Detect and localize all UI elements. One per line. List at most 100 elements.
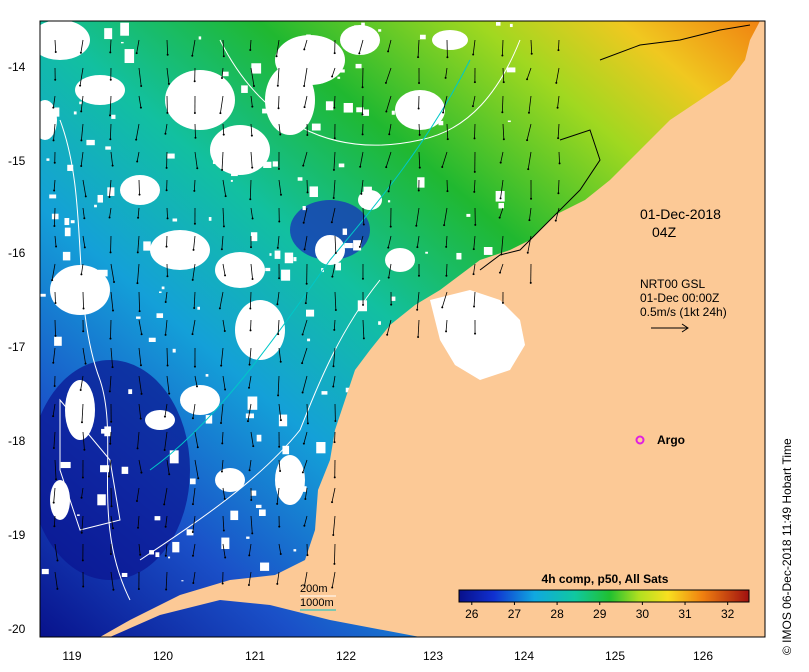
- current-vector: [82, 291, 84, 309]
- current-vector: [303, 67, 308, 87]
- current-vector-head: [139, 417, 142, 420]
- current-vector: [54, 459, 57, 480]
- current-vector: [248, 543, 252, 556]
- current-vector-head: [526, 251, 529, 254]
- cloud-pixel: [357, 300, 368, 312]
- cloud-pixel: [362, 109, 370, 116]
- cloud-pixel: [353, 240, 362, 251]
- current-vector-head: [82, 330, 85, 333]
- cloud-pixel: [250, 232, 258, 242]
- current-vector-head: [246, 420, 249, 423]
- current-vector-head: [251, 278, 254, 281]
- current-vector-head: [276, 84, 279, 87]
- current-vector: [165, 123, 168, 134]
- current-vector-head: [499, 161, 502, 164]
- current-vector-head: [276, 582, 279, 585]
- colorbar-tick-label: 28: [550, 607, 564, 621]
- cloud-patch: [385, 248, 415, 272]
- current-vector: [81, 515, 84, 533]
- current-vector: [415, 207, 420, 226]
- current-vector: [277, 319, 280, 335]
- current-vector: [472, 39, 476, 55]
- cloud-pixel: [309, 186, 318, 198]
- current-vector-head: [306, 554, 309, 557]
- cloud-pixel: [40, 293, 46, 297]
- cloud-pixel: [100, 465, 110, 473]
- current-vector: [80, 375, 84, 391]
- cloud-pixel: [189, 478, 196, 485]
- current-vector: [334, 543, 336, 564]
- current-vector: [303, 207, 308, 223]
- cloud-pixel: [111, 114, 116, 119]
- current-vector-head: [360, 192, 363, 195]
- current-vector: [51, 263, 56, 281]
- cloud-pixel: [205, 415, 213, 424]
- current-vector-head: [332, 533, 335, 536]
- cloud-pixel: [67, 164, 74, 171]
- current-vector: [138, 375, 142, 394]
- current-vector: [248, 375, 252, 388]
- cloud-pixel: [252, 328, 255, 332]
- credit-text: © IMOS 06-Dec-2018 11:49 Hobart Time: [780, 438, 794, 655]
- cloud-pixel: [62, 251, 71, 261]
- cloud-pixel: [419, 34, 426, 40]
- current-vector-head: [165, 166, 168, 169]
- current-vector: [557, 123, 560, 139]
- current-vector: [82, 179, 87, 197]
- current-vector: [304, 571, 308, 586]
- current-vector: [302, 459, 308, 473]
- current-vector: [362, 319, 365, 339]
- current-vector-head: [556, 106, 559, 109]
- current-vector: [248, 571, 252, 586]
- cloud-pixel: [322, 251, 328, 257]
- current-vector: [250, 263, 253, 280]
- cloud-pixel: [155, 552, 160, 558]
- current-vector: [278, 403, 282, 421]
- timestamp-date: 01-Dec-2018: [640, 206, 721, 222]
- current-vector-head: [109, 51, 112, 54]
- current-vector-head: [277, 394, 280, 397]
- current-vector: [555, 207, 560, 221]
- current-vector-head: [54, 302, 57, 305]
- x-tick-label: 125: [605, 649, 625, 663]
- current-vector: [555, 67, 560, 83]
- current-vector-head: [303, 584, 306, 587]
- cloud-pixel: [256, 434, 262, 442]
- current-vector-head: [165, 189, 168, 192]
- cloud-pixel: [120, 22, 129, 36]
- current-vector-head: [530, 52, 533, 55]
- cloud-pixel: [506, 67, 516, 73]
- cloud-pixel: [284, 252, 294, 264]
- current-vector: [278, 459, 281, 472]
- current-vector-head: [361, 277, 364, 280]
- current-vector-head: [56, 559, 59, 562]
- cloud-pixel: [456, 252, 462, 260]
- current-vector-head: [445, 330, 448, 333]
- current-vector-head: [135, 499, 138, 502]
- cloud-pixel: [246, 536, 250, 539]
- cloud-pixel: [275, 335, 279, 338]
- current-vector-head: [302, 221, 305, 224]
- current-vector-head: [333, 52, 336, 55]
- current-vector-head: [140, 85, 143, 88]
- current-vector: [194, 459, 199, 479]
- current-vector-head: [278, 277, 281, 280]
- current-vector-head: [192, 582, 195, 585]
- cloud-pixel: [230, 510, 239, 521]
- current-vector-head: [193, 80, 196, 83]
- cloud-pixel: [495, 22, 501, 26]
- y-axis: -14 -15 -16 -17 -18 -19 -20: [8, 60, 26, 636]
- x-tick-label: 126: [693, 649, 713, 663]
- cloud-pixel: [245, 413, 254, 419]
- current-vector-head: [54, 78, 57, 81]
- current-vector: [165, 571, 168, 590]
- current-vector: [278, 347, 282, 362]
- cloud-pixel: [307, 338, 311, 342]
- current-vector-head: [333, 328, 336, 331]
- cloud-pixel: [378, 321, 381, 325]
- current-vector: [442, 95, 448, 113]
- current-vector: [222, 375, 226, 390]
- current-vector-head: [303, 106, 306, 109]
- current-vector-head: [166, 217, 169, 220]
- current-vector-head: [530, 197, 533, 200]
